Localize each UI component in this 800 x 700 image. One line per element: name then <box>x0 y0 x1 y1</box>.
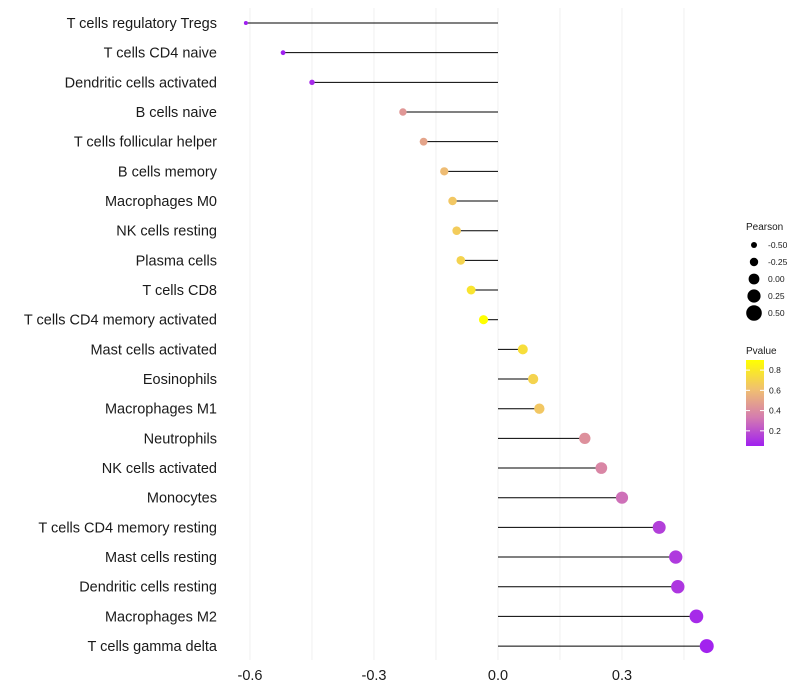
category-label: Macrophages M2 <box>105 609 217 625</box>
pearson-legend-dot <box>751 242 757 248</box>
category-label: Plasma cells <box>136 253 217 269</box>
category-label: Dendritic cells resting <box>79 580 217 596</box>
category-label: T cells CD8 <box>142 283 217 299</box>
lollipop-dot <box>652 520 666 534</box>
pearson-legend-dot <box>749 257 759 267</box>
lollipop-dot <box>448 196 457 206</box>
lollipop-dot <box>419 137 428 146</box>
lollipop-dots <box>243 21 714 654</box>
lollipop-dot <box>671 580 685 594</box>
lollipop-dot <box>280 50 286 56</box>
lollipop-dot <box>466 285 476 295</box>
pvalue-legend-title: Pvalue <box>746 346 777 357</box>
lollipop-dot <box>699 639 714 654</box>
lollipop-dot <box>528 373 539 385</box>
category-label: T cells CD4 memory resting <box>38 520 217 536</box>
x-tick-label: -0.3 <box>362 668 387 684</box>
lollipop-dot <box>456 256 466 265</box>
pearson-legend-label: -0.50 <box>768 240 788 250</box>
pearson-legend-dot <box>746 305 762 321</box>
category-label: T cells regulatory Tregs <box>67 16 217 32</box>
gridlines <box>249 8 685 660</box>
pvalue-legend: Pvalue 0.2 0.4 0.6 0.8 <box>746 346 781 446</box>
pearson-legend-label: 0.25 <box>768 291 785 301</box>
category-label: T cells CD4 memory activated <box>24 313 217 329</box>
category-label: Macrophages M0 <box>105 194 217 210</box>
lollipop-dot <box>615 491 629 504</box>
lollipop-dot <box>595 462 608 474</box>
pvalue-legend-label: 0.2 <box>769 426 781 436</box>
lollipop-dot <box>517 344 528 355</box>
lollipop-dot <box>478 315 489 325</box>
x-tick-label: 0.3 <box>612 668 632 684</box>
lollipop-dot <box>689 609 704 624</box>
lollipop-dot <box>579 432 591 445</box>
pearson-legend-title: Pearson <box>746 222 783 233</box>
category-label: Dendritic cells activated <box>65 75 217 91</box>
lollipop-dot <box>440 167 449 176</box>
category-label: B cells naive <box>136 105 217 121</box>
x-tick-label: -0.6 <box>238 668 263 684</box>
category-label: T cells follicular helper <box>74 135 217 151</box>
lollipop-dot <box>534 403 545 414</box>
category-label: NK cells activated <box>102 461 217 477</box>
category-labels: T cells regulatory Tregs T cells CD4 naiv… <box>24 16 218 655</box>
x-axis-ticks: -0.6 -0.3 0.0 0.3 <box>238 668 633 684</box>
category-label: Monocytes <box>147 491 217 507</box>
category-label: Macrophages M1 <box>105 402 217 418</box>
lollipop-dot <box>452 226 461 235</box>
pearson-legend-label: 0.00 <box>768 274 785 284</box>
pvalue-colorbar <box>746 360 764 446</box>
category-label: T cells gamma delta <box>88 639 218 655</box>
x-tick-label: 0.0 <box>488 668 508 684</box>
lollipop-dot <box>399 108 407 116</box>
category-label: Neutrophils <box>144 431 217 447</box>
category-label: Mast cells activated <box>90 342 217 358</box>
pearson-legend-dot <box>748 273 760 285</box>
pearson-legend-label: 0.50 <box>768 308 785 318</box>
category-label: T cells CD4 naive <box>104 46 217 62</box>
pearson-legend-label: -0.25 <box>768 257 788 267</box>
lollipop-stems <box>245 22 707 647</box>
category-label: B cells memory <box>118 164 218 180</box>
pvalue-legend-label: 0.4 <box>769 406 781 416</box>
pvalue-legend-label: 0.8 <box>769 365 781 375</box>
lollipop-dot <box>669 550 683 564</box>
pvalue-legend-label: 0.6 <box>769 385 781 395</box>
pearson-legend: Pearson -0.50 -0.25 0.00 0.25 0.50 <box>746 222 788 321</box>
lollipop-dot <box>243 21 248 25</box>
category-label: Mast cells resting <box>105 550 217 566</box>
lollipop-dot <box>309 79 315 86</box>
category-label: NK cells resting <box>116 224 217 240</box>
pearson-legend-dot <box>747 289 761 303</box>
category-label: Eosinophils <box>143 372 217 388</box>
